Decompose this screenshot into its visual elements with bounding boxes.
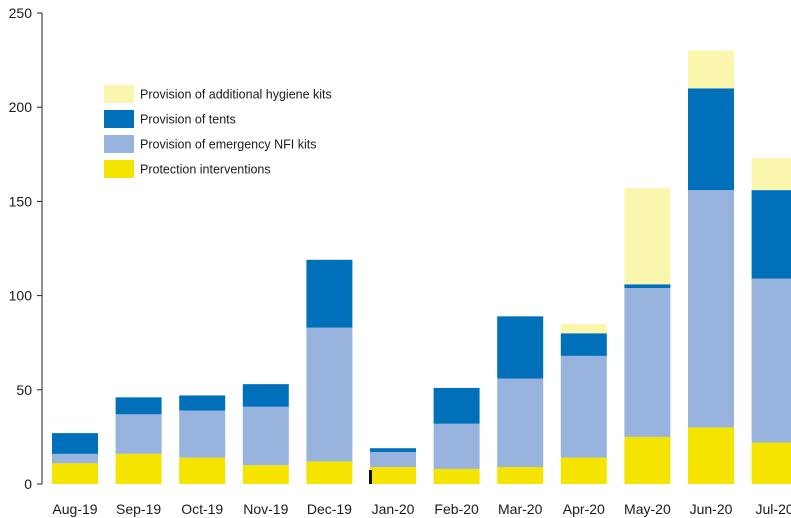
bar-segment <box>115 414 162 454</box>
bar-segment <box>306 259 353 328</box>
bar-segment <box>688 88 734 191</box>
x-tick-label: Jun-20 <box>690 501 733 517</box>
bar-segment <box>179 457 226 484</box>
bar-segment <box>497 316 544 379</box>
bar-segment <box>624 288 671 437</box>
x-tick-label: Apr-20 <box>563 501 605 517</box>
legend-label: Provision of tents <box>140 113 236 127</box>
bar-segment <box>115 453 162 484</box>
bar-segment <box>560 323 607 334</box>
bar-segment <box>560 355 607 458</box>
bar-segment <box>751 190 791 279</box>
bar-segment <box>751 442 791 484</box>
bar-segment <box>624 436 671 484</box>
bar-segment <box>242 465 289 484</box>
bar-segment <box>624 284 671 289</box>
bar-segment <box>433 423 480 469</box>
legend-swatch <box>104 160 134 178</box>
x-tick-label: Oct-19 <box>181 501 223 517</box>
bar-segment <box>624 188 671 285</box>
x-tick-label: Feb-20 <box>434 501 479 517</box>
x-tick-label: Jul-20 <box>756 501 791 517</box>
bar-segment <box>688 50 734 89</box>
legend: Provision of additional hygiene kits Prov… <box>104 85 332 178</box>
x-tick-label: Mar-20 <box>498 501 543 517</box>
bar-segment <box>497 378 544 468</box>
bar-segment <box>751 278 791 443</box>
bars <box>52 50 791 484</box>
y-tick-label: 250 <box>9 5 33 21</box>
legend-swatch <box>104 85 134 103</box>
bar-segment <box>306 327 353 462</box>
legend-swatch <box>104 110 134 128</box>
bar-segment <box>52 453 98 464</box>
bar-segment <box>179 410 226 458</box>
bar-segment <box>433 468 480 484</box>
x-tick-label: Jan-20 <box>372 501 415 517</box>
y-tick-label: 200 <box>9 99 33 115</box>
bar-segment <box>560 333 607 356</box>
y-tick-label: 50 <box>16 382 32 398</box>
x-tick-label: Nov-19 <box>243 501 288 517</box>
bar-segment <box>52 433 98 454</box>
x-tick-label: Sep-19 <box>116 501 161 517</box>
y-tick-label: 100 <box>9 288 33 304</box>
x-axis-labels: Aug-19 Sep-19 Oct-19 Nov-19 Dec-19 Jan-20 Feb-… <box>52 501 791 517</box>
bar-segment <box>242 384 289 407</box>
bar-segment <box>370 467 416 484</box>
bar-segment <box>52 463 98 484</box>
bar-segment <box>115 397 162 415</box>
legend-swatch <box>104 135 134 153</box>
legend-label: Provision of emergency NFI kits <box>140 138 316 152</box>
bar-segment <box>688 190 734 428</box>
bar-segment <box>688 427 734 484</box>
bar-segment <box>497 467 544 484</box>
y-tick-label: 150 <box>9 193 33 209</box>
bar-segment <box>433 387 480 424</box>
bar-segment <box>179 395 226 411</box>
bar-segment <box>306 461 353 484</box>
bar-segment <box>370 448 416 452</box>
x-tick-label: May-20 <box>624 501 671 517</box>
y-axis: 0 50 100 150 200 250 <box>9 5 43 492</box>
bar-segment <box>751 158 791 191</box>
x-tick-label: Aug-19 <box>52 501 97 517</box>
legend-label: Provision of additional hygiene kits <box>140 88 332 102</box>
bar-segment <box>560 457 607 484</box>
x-tick-label: Dec-19 <box>307 501 352 517</box>
legend-label: Protection interventions <box>140 163 271 177</box>
axis-marker <box>369 470 372 484</box>
bar-segment <box>242 406 289 466</box>
bar-segment <box>370 451 416 468</box>
y-tick-label: 0 <box>24 476 32 492</box>
